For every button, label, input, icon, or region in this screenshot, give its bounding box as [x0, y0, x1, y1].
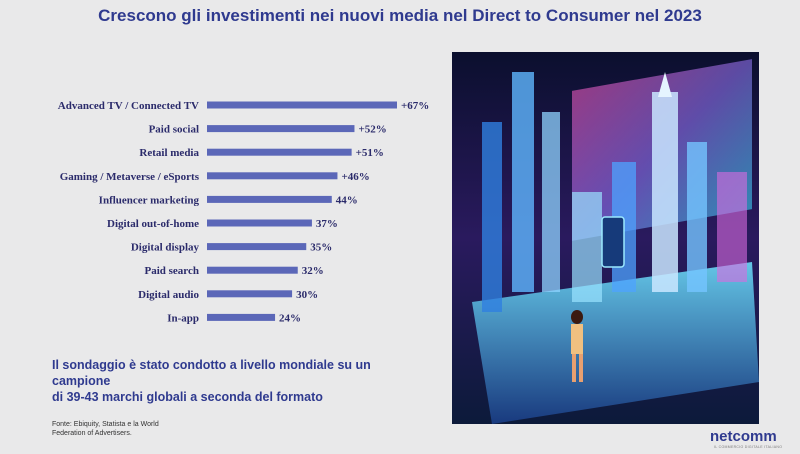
value-label: 44% [336, 194, 358, 206]
category-label: Paid social [149, 124, 199, 136]
value-label: +52% [358, 124, 386, 136]
value-label: 30% [296, 289, 318, 301]
bar [207, 266, 298, 274]
value-label: 24% [279, 312, 301, 324]
value-label: +67% [401, 100, 429, 112]
page-title: Crescono gli investimenti nei nuovi medi… [98, 6, 702, 25]
source-line-1: Fonte: Ebiquity, Statista e la World [52, 421, 159, 428]
bar [207, 101, 397, 109]
source-note: Fonte: Ebiquity, Statista e la World Fed… [52, 420, 272, 438]
category-label: Digital out-of-home [107, 218, 199, 230]
survey-note-line-2: di 39-43 marchi globali a seconda del fo… [52, 390, 323, 404]
category-label: In-app [167, 312, 199, 324]
value-label: 37% [316, 218, 338, 230]
category-label: Digital audio [138, 289, 199, 301]
bar [207, 243, 307, 251]
bar [207, 290, 293, 298]
category-label: Gaming / Metaverse / eSports [60, 171, 200, 183]
futuristic-city-illustration [452, 52, 759, 424]
category-label: Paid search [145, 265, 200, 277]
bar [207, 219, 312, 227]
source-line-2: Federation of Advertisers. [52, 430, 132, 437]
bar-chart: Advanced TV / Connected TV +67% Paid socia… [58, 100, 429, 324]
bar [207, 172, 338, 180]
value-label: +51% [356, 147, 384, 159]
survey-note: Il sondaggio è stato condotto a livello … [52, 357, 432, 405]
value-label: 35% [310, 242, 332, 254]
value-label: +46% [341, 171, 369, 183]
value-label: 32% [302, 265, 324, 277]
category-label: Advanced TV / Connected TV [58, 100, 199, 112]
bar [207, 125, 355, 133]
netcomm-tagline: IL COMMERCIO DIGITALE ITALIANO [714, 445, 783, 449]
bar [207, 313, 276, 321]
bar [207, 148, 352, 156]
survey-note-line-1: Il sondaggio è stato condotto a livello … [52, 358, 371, 388]
category-label: Digital display [131, 242, 200, 254]
netcomm-logo: netcomm [710, 428, 777, 445]
category-label: Influencer marketing [99, 194, 200, 206]
category-label: Retail media [139, 147, 199, 159]
bar [207, 195, 332, 203]
